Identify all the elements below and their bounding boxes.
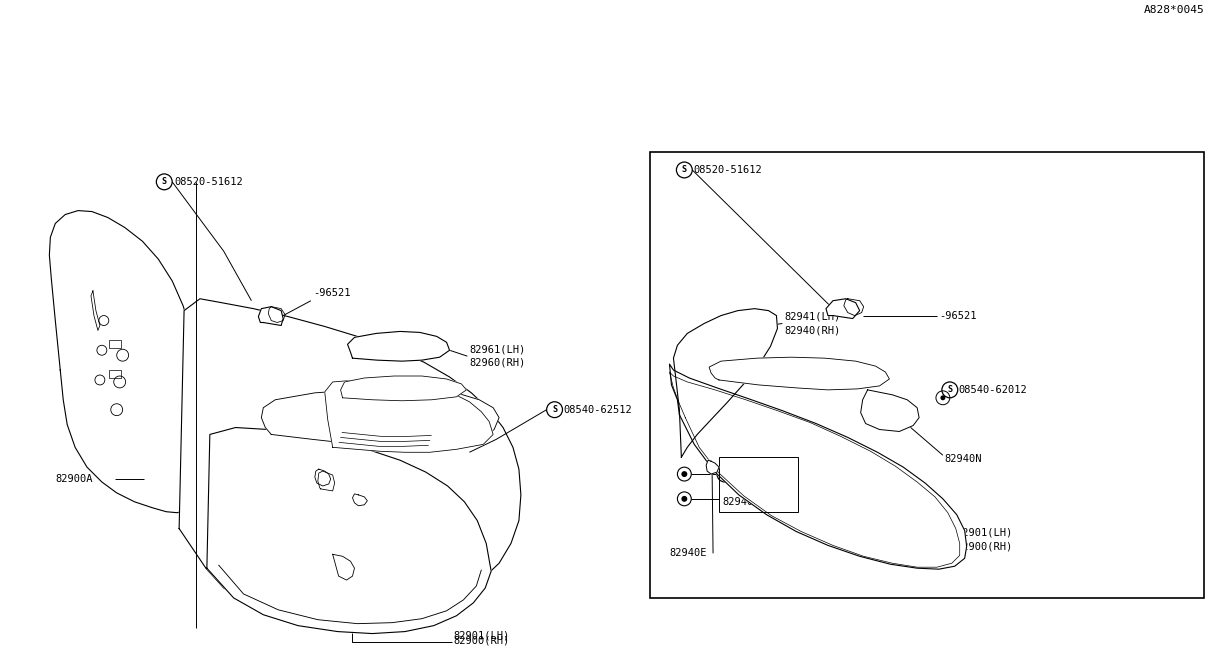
Text: 82900(RH): 82900(RH) (454, 636, 510, 645)
Text: 08520-51612: 08520-51612 (693, 165, 762, 175)
Text: 82900(RH): 82900(RH) (956, 542, 1013, 552)
Text: 82900A: 82900A (55, 474, 93, 484)
Text: 82940(RH): 82940(RH) (784, 325, 841, 335)
Polygon shape (709, 358, 890, 390)
Text: S: S (682, 165, 687, 175)
Text: 08540-62012: 08540-62012 (959, 385, 1027, 395)
Circle shape (940, 395, 945, 401)
Text: A828*0045: A828*0045 (1144, 5, 1204, 15)
Polygon shape (826, 299, 859, 319)
Text: 82940E: 82940E (670, 548, 707, 558)
Polygon shape (258, 306, 283, 325)
Polygon shape (49, 210, 195, 513)
Polygon shape (324, 380, 493, 452)
Polygon shape (91, 291, 100, 331)
Text: S: S (723, 470, 728, 478)
Text: 08540-62512: 08540-62512 (563, 405, 632, 415)
Bar (109, 370, 120, 378)
Text: S: S (162, 177, 167, 186)
Polygon shape (348, 331, 450, 361)
Polygon shape (670, 364, 967, 569)
Text: -96521: -96521 (313, 288, 350, 298)
Text: 08520-51612: 08520-51612 (175, 177, 243, 187)
Polygon shape (673, 308, 778, 457)
Text: 82940E: 82940E (238, 484, 277, 494)
Bar (719, 457, 799, 511)
Text: 82901(LH): 82901(LH) (454, 630, 510, 640)
Polygon shape (340, 376, 466, 401)
Text: 08540-51612: 08540-51612 (735, 469, 804, 479)
Text: -96521: -96521 (939, 310, 976, 321)
Text: 82900F: 82900F (353, 588, 390, 598)
Circle shape (681, 471, 687, 477)
Text: 82960(RH): 82960(RH) (469, 357, 526, 367)
Text: 82940N: 82940N (945, 454, 982, 464)
Text: 82941(LH): 82941(LH) (784, 312, 841, 322)
Text: S: S (948, 385, 952, 394)
Polygon shape (318, 471, 334, 491)
Circle shape (681, 496, 687, 502)
Polygon shape (179, 299, 521, 615)
Polygon shape (707, 460, 719, 474)
Polygon shape (206, 427, 492, 634)
Text: 82901(LH): 82901(LH) (956, 528, 1013, 538)
Bar (109, 340, 120, 348)
Polygon shape (860, 390, 919, 431)
Text: 82961(LH): 82961(LH) (469, 344, 526, 354)
Text: 82940H: 82940H (721, 497, 760, 507)
Bar (650, 152, 1204, 598)
Text: S: S (552, 405, 557, 414)
Polygon shape (262, 389, 499, 446)
